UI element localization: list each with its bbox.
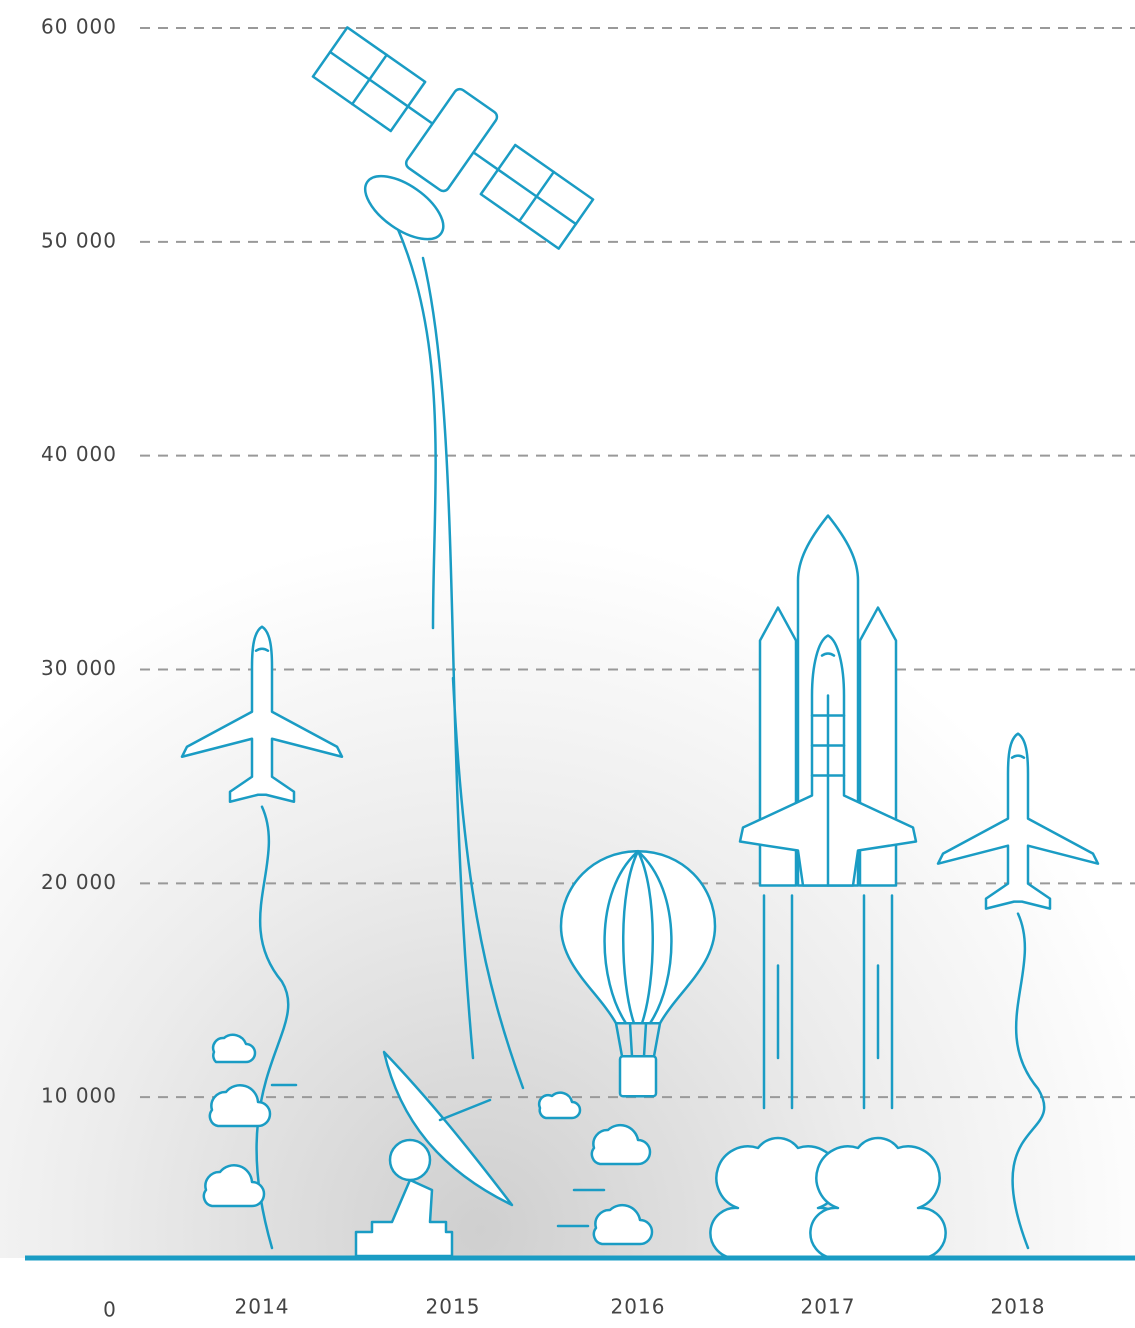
basket: [618, 1055, 658, 1098]
trail: [381, 196, 525, 1090]
dish: [364, 174, 445, 241]
contrail: [1011, 912, 1046, 1250]
y-tick-label: 40 000: [41, 442, 117, 466]
panel-lines: [328, 50, 578, 226]
marks: [180, 26, 1100, 1260]
ropes: [614, 1022, 662, 1058]
clouds: [202, 1033, 654, 1246]
exhaust: [862, 894, 894, 1110]
satellite: [311, 26, 595, 250]
y-tick-label: 20 000: [41, 870, 117, 894]
smoke: [809, 1136, 947, 1260]
x-tick-label: 2016: [611, 1295, 666, 1319]
y-tick-label: 10 000: [41, 1084, 117, 1108]
y-tick-label: 50 000: [41, 228, 117, 252]
contrail: [255, 805, 290, 1250]
pictogram: [180, 625, 344, 1250]
pictogram: [709, 514, 947, 1260]
pictogram: [559, 850, 717, 1098]
x-tick-label: 2018: [991, 1295, 1046, 1319]
cockpit: [254, 647, 270, 652]
plane-body: [180, 625, 344, 803]
y-tick-label: 0: [103, 1298, 117, 1322]
x-tick-label: 2017: [801, 1295, 856, 1319]
y-tick-label: 60 000: [41, 15, 117, 39]
plane-body: [936, 732, 1100, 910]
satellite-body: [404, 87, 499, 193]
cockpit: [1010, 754, 1026, 759]
x-tick-label: 2014: [235, 1295, 290, 1319]
exhaust: [762, 894, 794, 1110]
x-tick-label: 2015: [426, 1295, 481, 1319]
pictogram: [936, 732, 1100, 1250]
ground-dish: [354, 1050, 514, 1258]
grid: [140, 27, 1135, 1099]
envelope: [559, 850, 717, 1025]
orbiter-lines: [810, 652, 846, 887]
pictogram: [311, 26, 595, 1090]
y-tick-label: 30 000: [41, 656, 117, 680]
gores: [603, 850, 673, 1025]
